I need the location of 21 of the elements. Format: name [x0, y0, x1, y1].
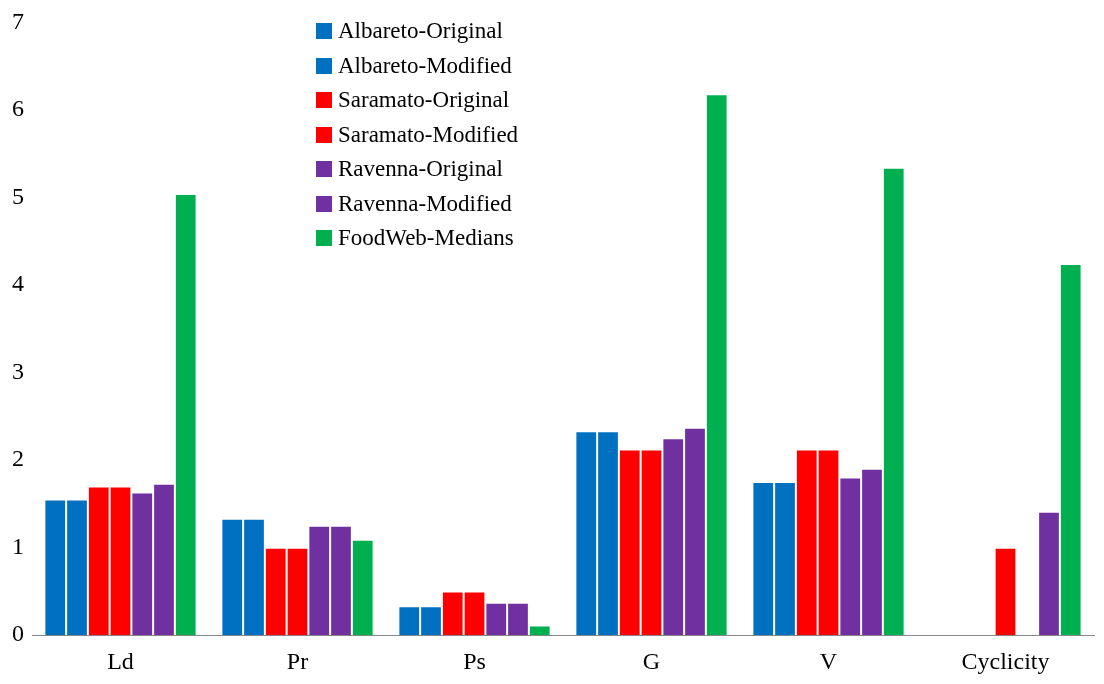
x-tick-label: Cyclicity — [961, 647, 1050, 674]
x-tick-label: Pr — [286, 647, 309, 674]
y-tick-label: 2 — [12, 445, 24, 472]
legend-label: Saramato-Original — [338, 86, 510, 114]
y-tick-label: 7 — [12, 7, 24, 34]
y-tick-label: 1 — [12, 532, 24, 559]
x-tick-label: Ps — [463, 647, 486, 674]
y-tick-label: 0 — [12, 620, 24, 647]
legend-label: Albareto-Original — [338, 17, 503, 45]
y-tick-label: 3 — [12, 357, 24, 384]
legend-label: Ravenna-Modified — [338, 189, 512, 218]
x-tick-label: G — [642, 647, 661, 674]
y-tick-label: 4 — [12, 270, 24, 297]
legend-label: Albareto-Modified — [338, 51, 512, 80]
y-tick-label: 5 — [12, 182, 24, 209]
x-tick-label: Ld — [107, 647, 134, 674]
legend-label: FoodWeb-Medians — [338, 224, 514, 252]
legend-label: Ravenna-Original — [338, 155, 503, 183]
y-tick-label: 6 — [12, 95, 24, 122]
x-tick-label: V — [819, 647, 838, 674]
legend-label: Saramato-Modified — [338, 120, 519, 149]
